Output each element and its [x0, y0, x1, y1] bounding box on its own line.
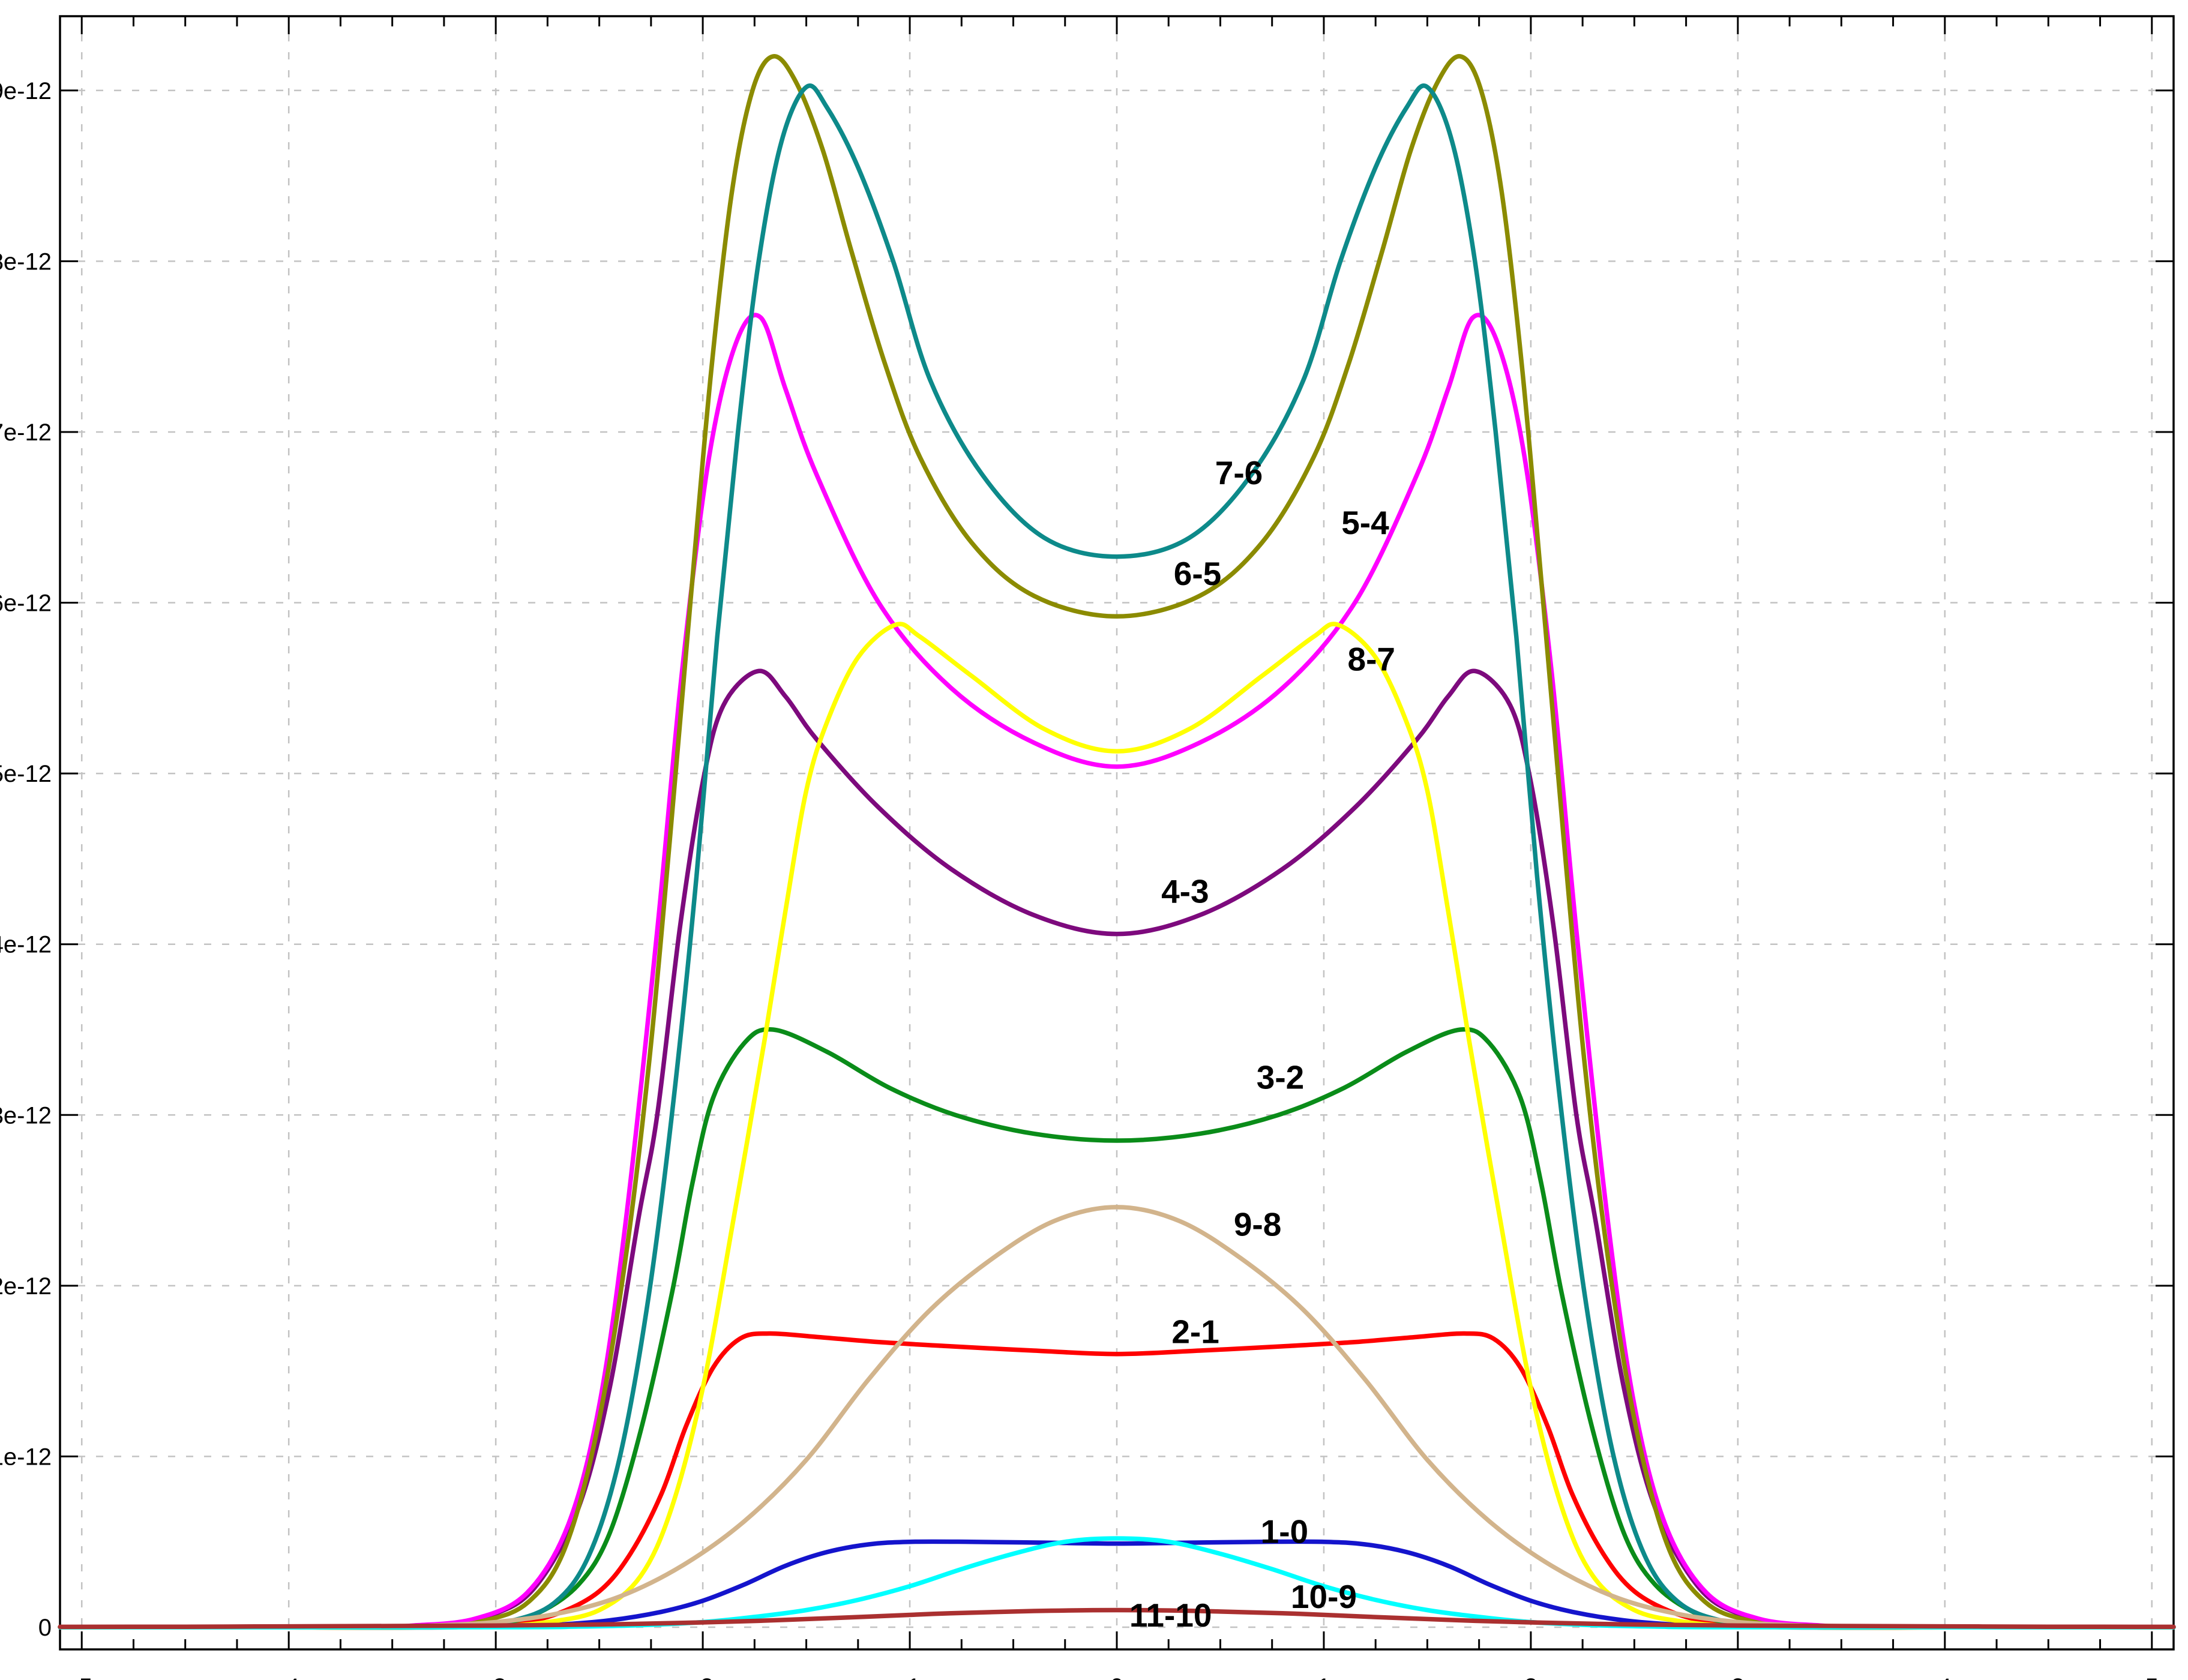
series-line-6-5	[58, 54, 2176, 1630]
x-tick-label-0: 0	[1110, 1674, 1123, 1680]
series-line-3-2	[58, 1027, 2176, 1630]
x-tick-label-5: 5	[2145, 1674, 2159, 1680]
x-tick-label-3: 3	[1731, 1674, 1745, 1680]
x-tick-label--4: -4	[278, 1674, 299, 1680]
y-tick-label-8e-12: 8e-12	[0, 248, 52, 275]
series-label-11-10: 11-10	[1129, 1597, 1212, 1634]
series-label-4-3: 4-3	[1161, 872, 1209, 910]
series-label-3-2: 3-2	[1257, 1059, 1305, 1096]
x-tick-label--1: -1	[899, 1674, 921, 1680]
x-tick-label--3: -3	[485, 1674, 506, 1680]
y-tick-label-6e-12: 6e-12	[0, 590, 52, 617]
y-tick-label-0: 0	[38, 1615, 52, 1641]
y-tick-label-4e-12: 4e-12	[0, 932, 52, 958]
series-label-6-5: 6-5	[1174, 555, 1222, 592]
series-line-9-8	[58, 1205, 2176, 1630]
x-tick-label-1: 1	[1317, 1674, 1330, 1680]
x-tick-label--2: -2	[692, 1674, 714, 1680]
x-tick-label-2: 2	[1524, 1674, 1537, 1680]
series-label-7-6: 7-6	[1215, 454, 1263, 491]
series-line-7-6	[58, 83, 2176, 1630]
y-tick-label-3e-12: 3e-12	[0, 1102, 52, 1129]
series-label-5-4: 5-4	[1341, 504, 1389, 541]
series-labels: 1-0 2-1 3-2 4-3 5-4 6-5 7-6 8-7 9-8 10-9 11-10	[1129, 454, 1395, 1634]
series-line-8-7	[58, 622, 2176, 1630]
y-tick-label-5e-12: 5e-12	[0, 761, 52, 787]
series-label-8-7: 8-7	[1348, 640, 1396, 677]
series-label-1-0: 1-0	[1261, 1513, 1309, 1550]
x-tick-label-4: 4	[1938, 1674, 1952, 1680]
series-line-2-1	[58, 1331, 2176, 1630]
y-tick-label-7e-12: 7e-12	[0, 419, 52, 446]
axis-ticks	[60, 16, 2174, 1649]
series-label-10-9: 10-9	[1291, 1578, 1357, 1615]
series-label-2-1: 2-1	[1171, 1313, 1219, 1351]
y-tick-label-2e-12: 2e-12	[0, 1273, 52, 1300]
series-line-5-4	[58, 313, 2176, 1630]
grid-lines	[60, 16, 2174, 1649]
x-tick-label--5: -5	[71, 1674, 92, 1680]
y-tick-label-1e-12: 1e-12	[0, 1444, 52, 1470]
axis-tick-labels: -5 -4 -3 -2 -1 0 1 2 3 4 5 0 1e-12 2e-12 3e-12 4e-12 5e-…	[0, 78, 2159, 1680]
series-line-11-10	[58, 1607, 2176, 1630]
series-curves	[58, 54, 2176, 1630]
series-line-4-3	[58, 668, 2176, 1630]
series-label-9-8: 9-8	[1234, 1205, 1282, 1243]
y-tick-label-9e-12: 9e-12	[0, 78, 52, 104]
